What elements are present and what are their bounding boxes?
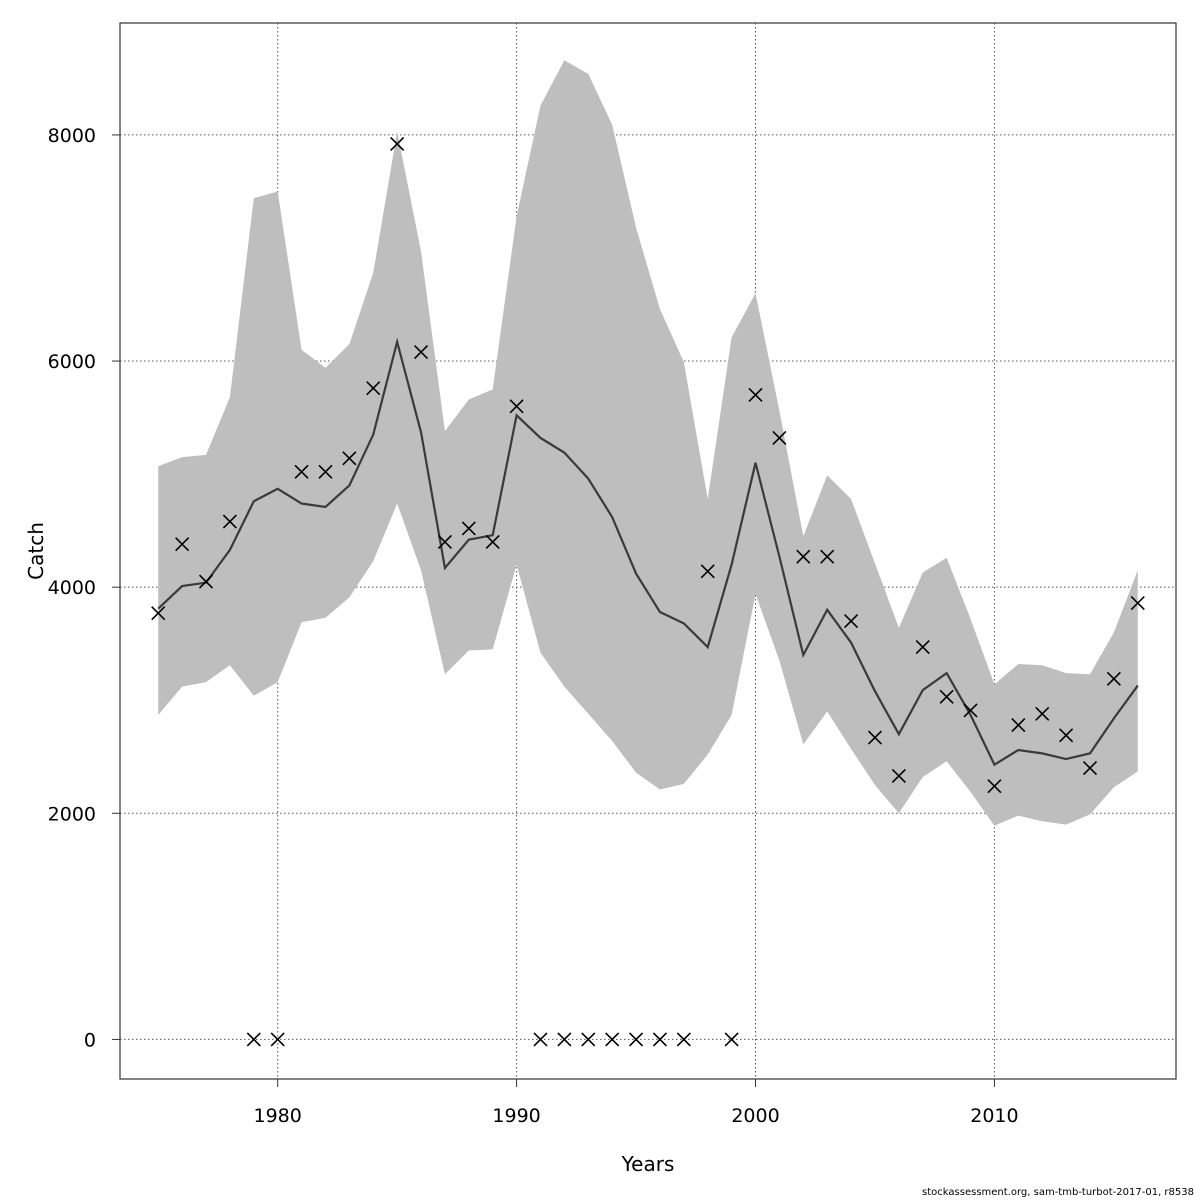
observation-marker-1991 (533, 1032, 548, 1047)
observation-marker-1988 (461, 521, 476, 536)
observation-marker-2015 (1106, 671, 1121, 686)
observation-marker-1982 (318, 464, 333, 479)
observation-marker-1987 (437, 534, 452, 550)
observation-marker-1990 (509, 399, 524, 414)
x-tick-label-2010: 2010 (970, 1105, 1018, 1127)
observation-marker-1994 (605, 1032, 620, 1047)
observation-marker-1975 (151, 606, 166, 621)
y-tick-label-8000: 8000 (48, 125, 96, 147)
observation-marker-1980 (270, 1032, 285, 1047)
footer-credit: stockassessment.org, sam-tmb-turbot-2017… (922, 1187, 1194, 1198)
y-tick-label-4000: 4000 (48, 577, 96, 599)
confidence-band-layer (158, 60, 1138, 826)
y-tick-label-2000: 2000 (48, 803, 96, 825)
observation-marker-2016 (1130, 595, 1145, 611)
observation-marker-2004 (844, 614, 859, 629)
observation-marker-2014 (1082, 761, 1098, 776)
observation-marker-2005 (867, 730, 883, 745)
y-axis-title: Catch (24, 522, 48, 580)
observation-marker-1998 (700, 564, 715, 579)
observation-marker-2010 (987, 779, 1002, 794)
observation-marker-2012 (1035, 706, 1050, 721)
observation-marker-1995 (628, 1032, 644, 1047)
observation-marker-1989 (485, 534, 500, 550)
observation-marker-1983 (342, 451, 357, 466)
observation-marker-1985 (390, 136, 405, 152)
observation-marker-2002 (796, 549, 811, 564)
y-tick-label-6000: 6000 (48, 351, 96, 373)
observation-marker-2011 (1011, 718, 1026, 733)
y-axis: 0 2000 4000 6000 8000 (48, 125, 120, 1051)
observation-marker-2003 (820, 549, 835, 564)
estimate-line-layer (157, 337, 1139, 767)
x-axis-title: Years (621, 1152, 675, 1176)
observation-marker-1984 (366, 381, 381, 396)
observation-markers (151, 136, 1145, 1047)
plot-frame (119, 22, 1177, 1080)
observation-marker-1976 (175, 537, 190, 552)
x-axis: 1980 1990 2000 2010 (254, 1079, 1019, 1127)
observation-marker-1977 (198, 574, 214, 589)
observation-marker-2000 (748, 387, 763, 403)
observation-marker-1986 (413, 344, 429, 360)
observation-marker-2013 (1059, 728, 1074, 743)
estimated-catch-line (157, 337, 1139, 767)
observation-marker-2006 (891, 768, 906, 784)
x-tick-label-2000: 2000 (731, 1105, 779, 1127)
observation-marker-2007 (915, 640, 930, 655)
observation-marker-2001 (772, 430, 787, 446)
observation-marker-1999 (724, 1032, 739, 1047)
y-tick-label-0: 0 (84, 1029, 96, 1051)
observation-marker-1979 (246, 1032, 261, 1047)
observation-marker-1978 (222, 514, 237, 529)
confidence-band (158, 60, 1138, 826)
x-tick-label-1980: 1980 (254, 1105, 302, 1127)
observation-marker-1992 (557, 1032, 572, 1047)
observation-marker-1997 (676, 1032, 691, 1047)
observation-marker-2009 (963, 703, 978, 718)
observation-marker-2008 (939, 689, 954, 704)
observation-marker-1996 (652, 1032, 668, 1047)
observation-marker-1981 (294, 464, 309, 479)
observation-marker-1993 (581, 1032, 596, 1047)
x-tick-label-1990: 1990 (492, 1105, 540, 1127)
